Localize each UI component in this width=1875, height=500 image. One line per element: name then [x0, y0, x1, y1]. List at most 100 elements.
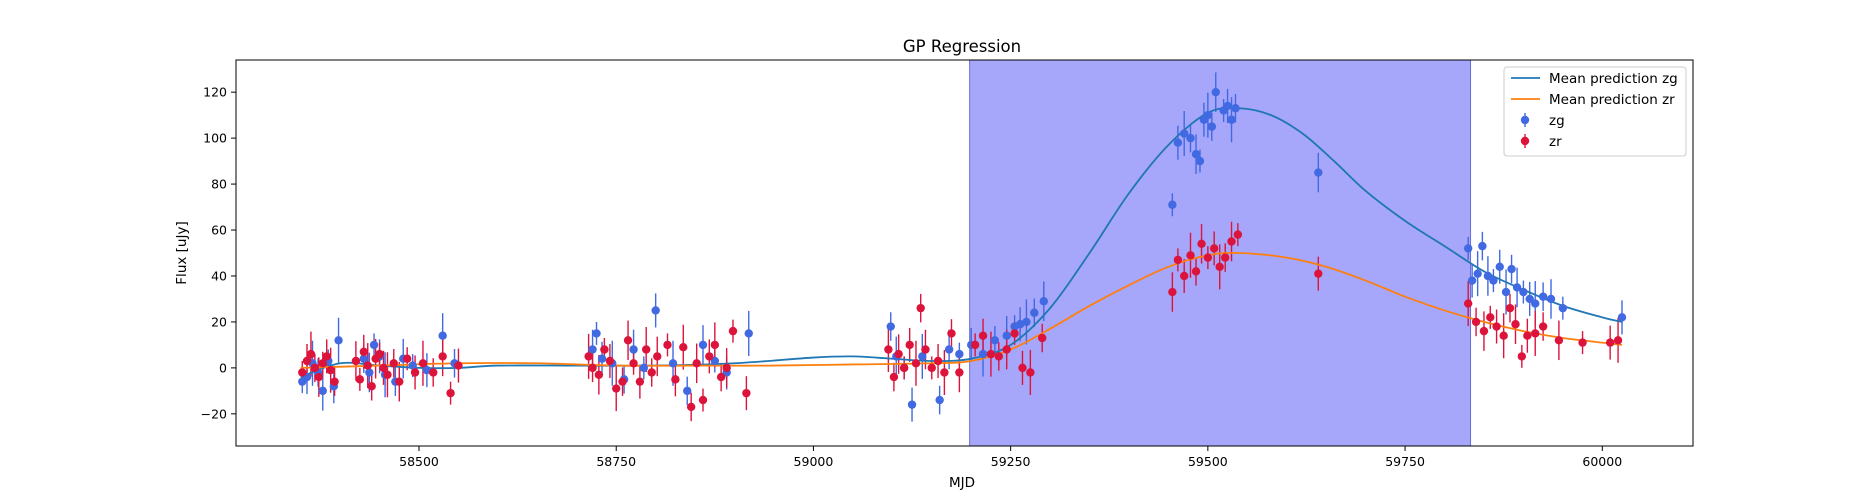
x-tick-label: 60000 — [1582, 454, 1622, 469]
zg-point — [955, 349, 964, 359]
zr-point — [600, 345, 609, 354]
zg-point — [1179, 129, 1189, 138]
zr-point — [359, 347, 368, 356]
zr-point — [647, 368, 656, 377]
zg-point — [935, 395, 944, 405]
zg-point — [1531, 299, 1540, 308]
zr-point — [671, 375, 680, 384]
zr-point — [978, 331, 988, 340]
zr-point — [1186, 251, 1195, 260]
x-tick-label: 59500 — [1188, 454, 1228, 469]
zg-point — [597, 354, 607, 363]
zr-point — [1578, 338, 1587, 347]
zr-point — [1209, 244, 1219, 253]
zr-point — [375, 349, 384, 359]
zr-point — [705, 352, 714, 361]
zr-point — [1018, 363, 1027, 373]
zr-point — [367, 382, 376, 391]
zg-point — [1546, 294, 1556, 304]
zr-point — [330, 377, 339, 386]
y-tick-label: 0 — [219, 360, 227, 375]
zr-point — [594, 370, 604, 379]
y-tick-label: 100 — [203, 131, 227, 146]
zg-point — [710, 356, 720, 366]
zr-point — [1002, 345, 1011, 354]
zr-point — [1492, 322, 1501, 331]
y-axis-ticks: −20 0 20 40 60 80 100 120 — [201, 85, 236, 421]
x-tick-label: 59750 — [1385, 454, 1425, 469]
zg-point — [1558, 303, 1568, 313]
zg-point — [1473, 269, 1482, 278]
zr-point — [1613, 336, 1623, 345]
zg-point — [369, 340, 379, 350]
zr-point — [1173, 255, 1183, 265]
zg-point — [886, 322, 895, 331]
zr-point — [947, 329, 956, 338]
zr-point — [889, 372, 899, 382]
zr-point — [446, 388, 455, 398]
zg-point — [359, 354, 368, 363]
zr-point — [1215, 262, 1224, 271]
zr-point — [1517, 352, 1527, 361]
zr-point — [410, 368, 420, 377]
zg-point — [318, 386, 327, 396]
x-tick-label: 58500 — [399, 454, 439, 469]
zg-point — [1617, 313, 1627, 322]
zr-point — [1554, 336, 1564, 345]
y-tick-label: 60 — [211, 223, 227, 238]
zr-point — [927, 363, 936, 373]
zg-point — [651, 306, 660, 315]
zr-points — [298, 230, 1623, 412]
y-tick-label: −20 — [201, 406, 227, 421]
zr-point — [302, 356, 312, 366]
zr-point — [612, 384, 621, 393]
zr-point — [1168, 287, 1177, 297]
zr-point — [1499, 331, 1508, 340]
zr-point — [635, 377, 645, 386]
zr-point — [306, 349, 316, 359]
y-tick-label: 120 — [203, 85, 227, 100]
zg-point — [1191, 150, 1201, 159]
zg-point — [592, 329, 601, 338]
zg-point — [408, 361, 417, 370]
zg-point — [629, 345, 638, 354]
zr-point — [1505, 303, 1515, 313]
x-tick-label: 58750 — [596, 454, 636, 469]
zg-point — [1207, 122, 1217, 131]
zg-point — [1223, 101, 1232, 111]
legend-label-mean-zr: Mean prediction zr — [1549, 92, 1675, 108]
zg-point — [683, 386, 692, 396]
zr-point — [605, 356, 615, 366]
zr-point — [1531, 329, 1540, 338]
zg-point — [668, 359, 678, 368]
zr-point — [318, 359, 327, 368]
zg-point — [1489, 276, 1498, 285]
zr-point — [1227, 237, 1236, 246]
zr-point — [389, 359, 398, 368]
zg-point — [744, 329, 753, 338]
x-tick-label: 59000 — [794, 454, 834, 469]
zr-point — [1471, 317, 1481, 327]
zg-point — [1039, 297, 1048, 306]
zg-point — [907, 400, 917, 409]
zr-point — [623, 336, 633, 345]
legend-box — [1503, 66, 1687, 157]
zg-point — [1478, 241, 1487, 251]
x-axis-ticks: 58500 58750 59000 59250 59500 59750 60000 — [399, 446, 1622, 469]
zr-point — [940, 368, 949, 377]
zr-point — [742, 388, 751, 398]
zr-point — [379, 363, 388, 373]
zr-point — [1197, 239, 1206, 249]
mean-prediction-zr-line — [300, 251, 1623, 369]
zg-point — [944, 345, 954, 354]
zg-point — [1015, 320, 1025, 329]
zr-point — [438, 352, 447, 361]
zg-point — [698, 340, 708, 350]
zr-point — [1203, 253, 1213, 262]
zg-point — [365, 368, 374, 377]
zr-point — [899, 363, 909, 373]
zg-point — [1227, 115, 1236, 124]
zg-point — [422, 365, 432, 375]
zr-point — [1605, 338, 1615, 347]
